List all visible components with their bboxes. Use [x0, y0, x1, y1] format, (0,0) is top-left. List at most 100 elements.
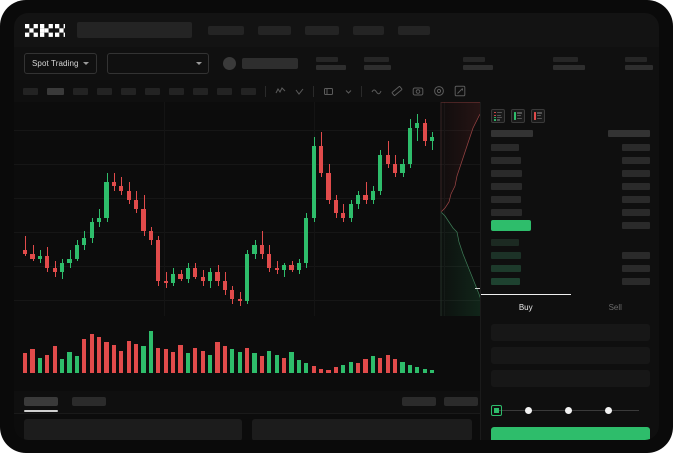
- primary-cta-button[interactable]: [491, 427, 650, 440]
- timeframe-5[interactable]: [121, 87, 136, 95]
- bottom-tab-1[interactable]: [24, 397, 58, 406]
- candle-wick: [432, 132, 434, 151]
- volume-bar: [74, 355, 79, 373]
- timeframe-8[interactable]: [193, 87, 208, 95]
- candle-body: [319, 145, 324, 173]
- orderbook-ask-row[interactable]: [491, 196, 521, 203]
- bottom-action-2[interactable]: [444, 397, 478, 406]
- step-3[interactable]: [565, 407, 572, 414]
- line-chart-icon[interactable]: [371, 86, 382, 97]
- pair-selector[interactable]: [106, 53, 209, 74]
- chart-gridline: [14, 198, 480, 199]
- candle-body: [259, 245, 264, 255]
- timeframe-3[interactable]: [73, 87, 88, 95]
- nav-item-5[interactable]: [398, 25, 430, 35]
- orderbook-bid-row[interactable]: [491, 278, 520, 285]
- step-2[interactable]: [525, 407, 532, 414]
- order-book-depth-chart: [435, 102, 491, 336]
- step-1[interactable]: [491, 405, 502, 416]
- bottom-tab-2[interactable]: [72, 397, 106, 406]
- nav-item-4[interactable]: [353, 25, 384, 35]
- volume-bar: [45, 354, 50, 373]
- candle-body: [215, 272, 220, 282]
- last-price-value: [241, 58, 298, 69]
- candle-body: [222, 281, 227, 291]
- settings-gear-icon[interactable]: [433, 85, 445, 97]
- timeframe-1[interactable]: [23, 87, 38, 95]
- fullscreen-icon[interactable]: [454, 85, 466, 97]
- orderbook-ask-row[interactable]: [491, 170, 522, 177]
- timeframe-2[interactable]: [47, 87, 64, 95]
- toolbar-divider: [313, 85, 314, 97]
- orderbook-ask-row[interactable]: [491, 183, 522, 190]
- volume-bar: [141, 346, 146, 373]
- orderbook-ask-row[interactable]: [491, 209, 522, 216]
- nav-item-3[interactable]: [305, 25, 339, 35]
- ruler-icon[interactable]: [391, 85, 403, 97]
- okx-logo-icon[interactable]: [25, 23, 65, 37]
- orderbook-size-row: [622, 265, 650, 272]
- volume-bar: [319, 368, 324, 373]
- orderbook-bid-row[interactable]: [491, 252, 521, 259]
- market-stat-5: [624, 57, 653, 70]
- market-stat-label: [363, 57, 389, 62]
- candle-body: [67, 258, 72, 264]
- orderbook-both-icon[interactable]: [491, 109, 505, 123]
- timeframe-4[interactable]: [97, 87, 112, 95]
- candlestick-chart[interactable]: [14, 102, 480, 316]
- volume-histogram[interactable]: [14, 316, 480, 391]
- timeframe-7[interactable]: [169, 87, 184, 95]
- market-bar: Spot Trading: [14, 47, 659, 81]
- trading-mode-selector[interactable]: Spot Trading: [24, 53, 97, 74]
- nav-item-2[interactable]: [258, 25, 291, 35]
- candle-body: [430, 136, 435, 142]
- top-navigation-bar: [14, 13, 659, 47]
- orderbook-column-header: [491, 130, 533, 137]
- step-4[interactable]: [605, 407, 612, 414]
- sell-tab[interactable]: Sell: [571, 294, 660, 320]
- orderbook-bid-row[interactable]: [491, 239, 519, 246]
- timeframe-9[interactable]: [217, 87, 232, 95]
- candle-body: [104, 181, 109, 218]
- candle-body: [156, 240, 161, 282]
- timeframe-10[interactable]: [241, 87, 256, 95]
- nav-item-1[interactable]: [208, 25, 244, 35]
- orderbook-buy-icon[interactable]: [511, 109, 525, 123]
- order-field-3[interactable]: [491, 370, 650, 387]
- bottom-action-1[interactable]: [402, 397, 436, 406]
- candle-wick: [276, 260, 278, 275]
- template-icon[interactable]: [323, 86, 334, 97]
- bottom-tab-bar: [14, 391, 480, 413]
- chevron-down-icon: [195, 62, 202, 65]
- candle-body: [282, 265, 287, 270]
- volume-bar: [23, 353, 28, 373]
- indicator-icon[interactable]: [275, 86, 286, 97]
- candle-body: [333, 199, 338, 214]
- camera-icon[interactable]: [412, 85, 424, 97]
- orderbook-ask-row[interactable]: [491, 144, 519, 151]
- volume-bar: [215, 342, 220, 373]
- volume-bar: [385, 354, 390, 373]
- buy-tab[interactable]: Buy: [481, 294, 571, 320]
- candle-body: [134, 199, 139, 209]
- order-field-2[interactable]: [491, 347, 650, 364]
- bottom-panel-right[interactable]: [252, 419, 472, 440]
- bottom-panel-left[interactable]: [24, 419, 242, 440]
- timeframe-6[interactable]: [145, 87, 160, 95]
- order-field-1[interactable]: [491, 324, 650, 341]
- orderbook-ask-row[interactable]: [491, 157, 521, 164]
- search-input[interactable]: [77, 22, 192, 38]
- chevron-down-icon[interactable]: [343, 86, 354, 97]
- orderbook-bid-row[interactable]: [491, 265, 521, 272]
- volume-bar: [178, 345, 183, 373]
- candle-body: [89, 222, 94, 239]
- chart-gridline-v: [444, 102, 445, 316]
- volume-bar: [193, 347, 198, 373]
- candle-body: [422, 123, 427, 142]
- compare-icon[interactable]: [295, 86, 306, 97]
- orderbook-sell-icon[interactable]: [531, 109, 545, 123]
- candle-body: [82, 238, 87, 245]
- candle-body: [208, 272, 213, 282]
- candle-body: [30, 254, 35, 259]
- candle-wick: [417, 114, 419, 142]
